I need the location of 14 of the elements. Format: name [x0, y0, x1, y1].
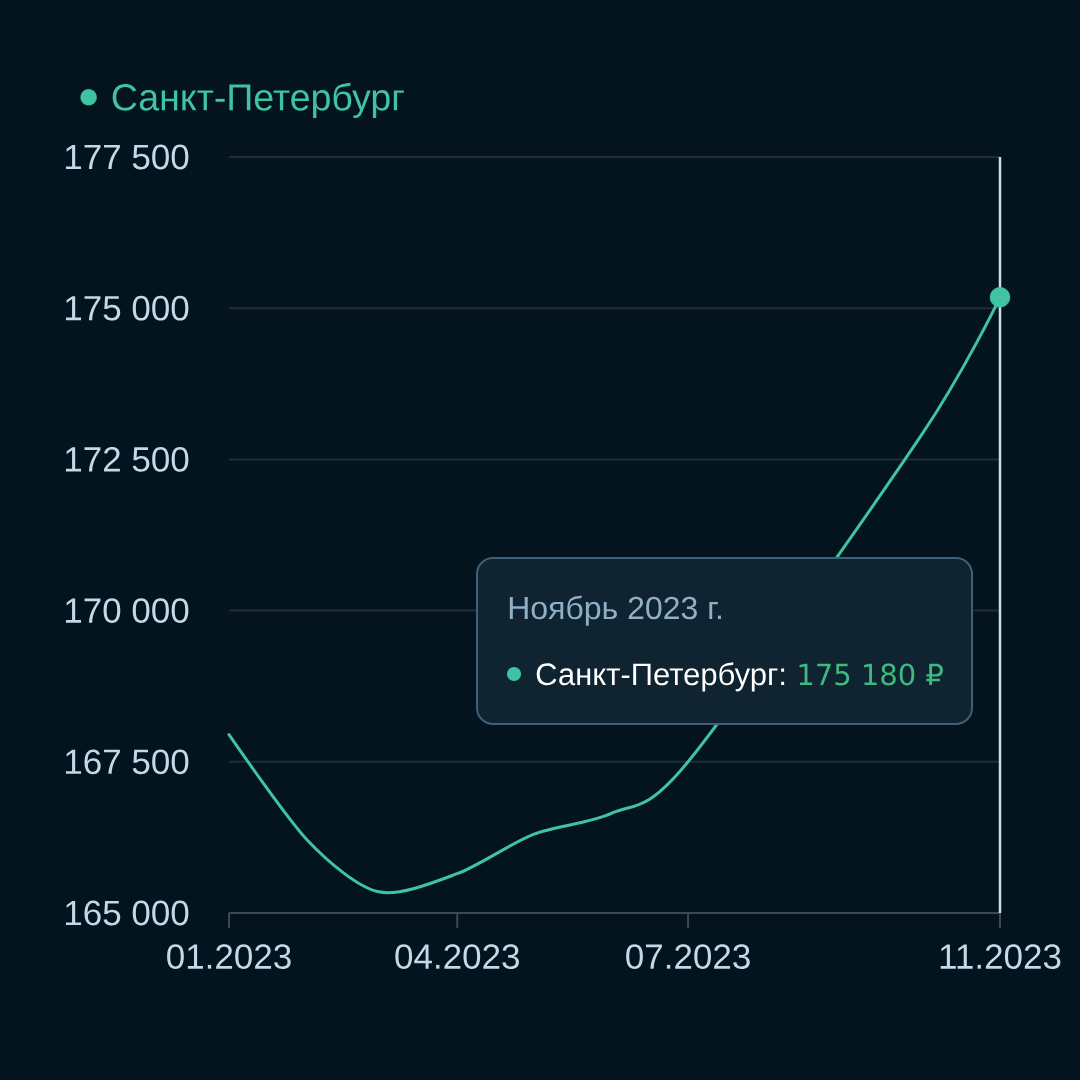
- y-tick-label: 175 000: [65, 295, 189, 321]
- annotation: 175 180 ₽: [799, 663, 943, 686]
- legend-label: Санкт-Петербург: [112, 82, 404, 119]
- y-tick-label: 167 500: [65, 749, 189, 775]
- annotation: Ноябрь 2023 г.: [509, 595, 721, 626]
- x-tick-label: 11.2023: [940, 944, 1061, 969]
- annotation: Санкт-Петербург:: [536, 662, 785, 692]
- y-tick-label: 172 500: [65, 447, 189, 472]
- y-tick-label: 165 000: [65, 900, 189, 926]
- x-tick-label: 01.2023: [167, 944, 291, 969]
- y-tick-label: 170 000: [65, 598, 189, 623]
- y-tick-label: 177 500: [65, 144, 189, 170]
- x-tick-label: 07.2023: [626, 944, 750, 969]
- x-tick-label: 04.2023: [395, 944, 519, 969]
